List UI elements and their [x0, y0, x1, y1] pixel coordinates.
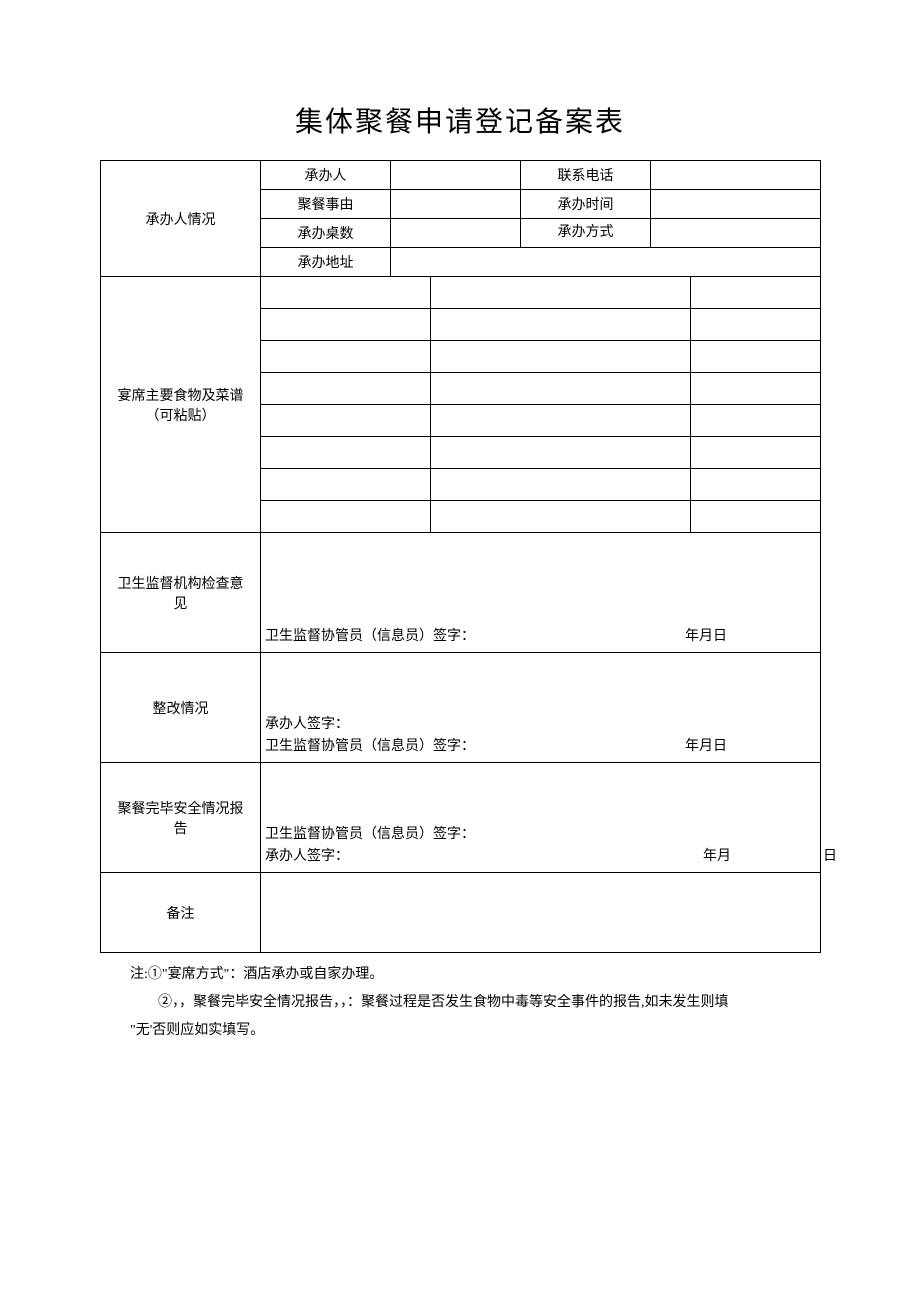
supervisor-sig-label: 卫生监督协管员（信息员）签字： [265, 827, 475, 842]
date-label: 年月日 [685, 626, 727, 648]
reason-value[interactable] [391, 190, 521, 219]
menu-cell[interactable] [431, 373, 691, 405]
phone-value[interactable] [651, 161, 821, 190]
menu-cell[interactable] [431, 437, 691, 469]
organizer-sig-label: 承办人签字： [265, 849, 349, 864]
menu-cell[interactable] [431, 341, 691, 373]
menu-cell[interactable] [691, 501, 821, 533]
menu-cell[interactable] [261, 501, 431, 533]
remarks-content[interactable] [261, 873, 821, 953]
menu-cell[interactable] [261, 309, 431, 341]
reason-label: 聚餐事由 [261, 190, 391, 219]
menu-cell[interactable] [431, 277, 691, 309]
menu-cell[interactable] [431, 501, 691, 533]
organizer-value[interactable] [391, 161, 521, 190]
menu-cell[interactable] [261, 437, 431, 469]
organizer-sig-label: 承办人签字： [265, 717, 349, 732]
supervisor-sig-label: 卫生监督协管员（信息员）签字： [265, 739, 475, 754]
date-label: 年月日 [685, 736, 727, 758]
menu-cell[interactable] [691, 341, 821, 373]
menu-cell[interactable] [431, 469, 691, 501]
menu-cell[interactable] [691, 469, 821, 501]
method-label: 承办方式 [521, 219, 651, 248]
menu-label: 宴席主要食物及菜谱 （可粘贴） [101, 277, 261, 533]
safety-report-content[interactable]: 卫生监督协管员（信息员）签字： 承办人签字： 年月 日 [261, 763, 821, 873]
time-value[interactable] [651, 190, 821, 219]
menu-cell[interactable] [691, 309, 821, 341]
remarks-label: 备注 [101, 873, 261, 953]
phone-label: 联系电话 [521, 161, 651, 190]
menu-cell[interactable] [261, 341, 431, 373]
menu-cell[interactable] [431, 309, 691, 341]
inspection-label: 卫生监督机构检查意 见 [101, 533, 261, 653]
tables-value[interactable] [391, 219, 521, 248]
safety-report-label: 聚餐完毕安全情况报 告 [101, 763, 261, 873]
rectification-content[interactable]: 承办人签字： 卫生监督协管员（信息员）签字： 年月日 [261, 653, 821, 763]
menu-cell[interactable] [261, 469, 431, 501]
menu-cell[interactable] [431, 405, 691, 437]
method-value[interactable] [651, 219, 821, 248]
address-label: 承办地址 [261, 248, 391, 277]
page-title: 集体聚餐申请登记备案表 [100, 100, 820, 140]
registration-table: 承办人情况 承办人 联系电话 聚餐事由 承办时间 承办桌数 承办方式 承办地址 … [100, 160, 821, 953]
rectification-label: 整改情况 [101, 653, 261, 763]
menu-cell[interactable] [691, 437, 821, 469]
time-label: 承办时间 [521, 190, 651, 219]
footnote-2: ②，，聚餐完毕安全情况报告，，：聚餐过程是否发生食物中毒等安全事件的报告,如未发… [130, 989, 820, 1017]
footnote-1: 注:①"宴席方式"：酒店承办或自家办理。 [130, 961, 820, 989]
tables-label: 承办桌数 [261, 219, 391, 248]
footnote-3: "无'否则应如实填写。 [130, 1017, 820, 1045]
footnotes: 注:①"宴席方式"：酒店承办或自家办理。 ②，，聚餐完毕安全情况报告，，：聚餐过… [100, 961, 820, 1045]
menu-cell[interactable] [261, 405, 431, 437]
menu-cell[interactable] [691, 373, 821, 405]
organizer-info-label: 承办人情况 [101, 161, 261, 277]
menu-cell[interactable] [691, 277, 821, 309]
date-day-label: 日 [823, 846, 837, 868]
organizer-label: 承办人 [261, 161, 391, 190]
date-ym-label: 年月 [703, 846, 731, 868]
menu-cell[interactable] [261, 373, 431, 405]
inspection-content[interactable]: 卫生监督协管员（信息员）签字： 年月日 [261, 533, 821, 653]
address-value[interactable] [391, 248, 821, 277]
menu-cell[interactable] [261, 277, 431, 309]
supervisor-sig-label: 卫生监督协管员（信息员）签字： [265, 629, 475, 644]
menu-cell[interactable] [691, 405, 821, 437]
